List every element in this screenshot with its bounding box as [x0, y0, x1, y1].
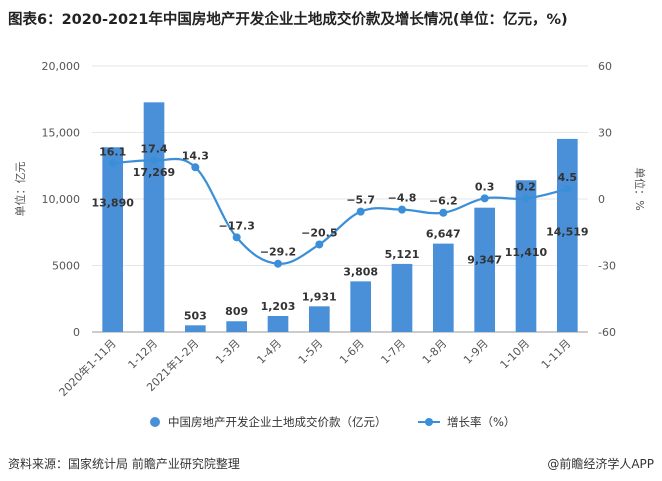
line-point — [522, 194, 530, 203]
line-point — [232, 233, 241, 242]
x-tick-label: 1-3月 — [213, 337, 243, 367]
bar — [557, 138, 578, 332]
legend-line-swatch — [418, 417, 440, 427]
x-tick-label: 1-10月 — [497, 337, 532, 372]
bar-data-label: 503 — [184, 309, 207, 322]
line-point — [274, 259, 282, 268]
bar — [185, 325, 206, 332]
source-note: 资料来源：国家统计局 前瞻产业研究院整理 — [8, 457, 240, 471]
right-axis-title: 单位：% — [633, 167, 647, 210]
right-tick-label: 0 — [598, 193, 605, 206]
x-tick-label: 1-4月 — [254, 337, 284, 367]
right-tick-label: -30 — [598, 260, 616, 273]
line-point — [439, 208, 448, 217]
right-tick-label: -60 — [598, 326, 616, 339]
bar-data-label: 14,519 — [546, 225, 588, 238]
bar — [309, 306, 330, 332]
line-data-label: −6.2 — [429, 195, 458, 208]
line-data-label: 16.1 — [99, 145, 126, 158]
left-tick-label: 5000 — [52, 260, 80, 273]
x-tick-label: 1-5月 — [296, 337, 326, 367]
bar — [474, 207, 495, 332]
x-tick-label: 1-7月 — [378, 337, 408, 367]
line-point — [398, 205, 406, 214]
legend-item-line: 增长率（%） — [418, 414, 515, 430]
bar — [350, 281, 371, 332]
line-point — [315, 240, 324, 249]
bar-data-label: 809 — [225, 305, 248, 318]
left-axis-title: 单位：亿元 — [13, 162, 27, 217]
legend-line-label: 增长率（%） — [447, 415, 516, 429]
brand-note: @前瞻经济学人APP — [547, 457, 654, 471]
line-data-label: 0.2 — [516, 181, 536, 194]
line-data-label: −4.8 — [388, 192, 417, 205]
left-tick-label: 15,000 — [42, 127, 81, 140]
line-data-label: 17.4 — [140, 142, 167, 155]
legend-bar-label: 中国房地产开发企业土地成交价款（亿元） — [168, 415, 387, 429]
bar — [267, 316, 289, 332]
line-data-label: 14.3 — [182, 149, 209, 162]
chart-title: 图表6：2020-2021年中国房地产开发企业土地成交价款及增长情况(单位：亿元… — [8, 12, 568, 28]
x-tick-label: 2020年1-11月 — [56, 336, 119, 399]
bar-data-label: 3,808 — [343, 265, 378, 278]
legend-bar-swatch — [150, 417, 160, 427]
line-data-label: −5.7 — [346, 194, 375, 207]
line-data-label: 4.5 — [558, 171, 578, 184]
bar-data-label: 5,121 — [385, 248, 420, 261]
line-point — [480, 194, 489, 203]
bar — [433, 243, 454, 332]
bar — [391, 263, 413, 332]
line-point — [356, 207, 365, 216]
left-tick-label: 0 — [73, 326, 80, 339]
bar — [143, 102, 165, 332]
combo-chart: 0 5000 10,000 15,000 20,000 -60 -30 0 30 60 单位：亿元 单… — [13, 60, 647, 399]
bar — [226, 321, 247, 332]
bar-data-label: 6,647 — [426, 228, 461, 241]
left-tick-label: 10,000 — [42, 193, 81, 206]
bar-data-label: 13,890 — [91, 196, 134, 209]
line-point — [191, 163, 200, 172]
bar — [515, 180, 537, 332]
bar-data-label: 9,347 — [467, 254, 502, 267]
growth-line — [112, 157, 568, 265]
line-point — [563, 185, 572, 194]
line-data-label: −17.3 — [218, 219, 254, 232]
x-tick-label: 1-11月 — [539, 337, 574, 372]
bar-data-label: 1,931 — [302, 290, 337, 303]
bar — [102, 147, 123, 332]
x-tick-label: 1-9月 — [461, 337, 491, 367]
bar-data-label: 11,410 — [505, 246, 548, 259]
right-tick-label: 60 — [598, 60, 612, 73]
line-data-label: −20.5 — [301, 226, 337, 239]
legend-item-bar: 中国房地产开发企业土地成交价款（亿元） — [150, 414, 387, 430]
line-point — [150, 156, 158, 165]
bar-data-label: 17,269 — [133, 166, 175, 179]
x-tick-label: 1-6月 — [337, 337, 367, 367]
left-tick-label: 20,000 — [42, 60, 81, 73]
x-tick-label: 1-8月 — [420, 337, 450, 367]
line-point — [108, 159, 117, 168]
bar-data-label: 1,203 — [261, 300, 296, 313]
line-data-label: 0.3 — [475, 180, 495, 193]
right-tick-label: 30 — [598, 127, 612, 140]
x-tick-label: 1-12月 — [125, 337, 160, 372]
line-data-label: −29.2 — [260, 246, 296, 259]
legend: 中国房地产开发企业土地成交价款（亿元） 增长率（%） — [0, 414, 662, 434]
